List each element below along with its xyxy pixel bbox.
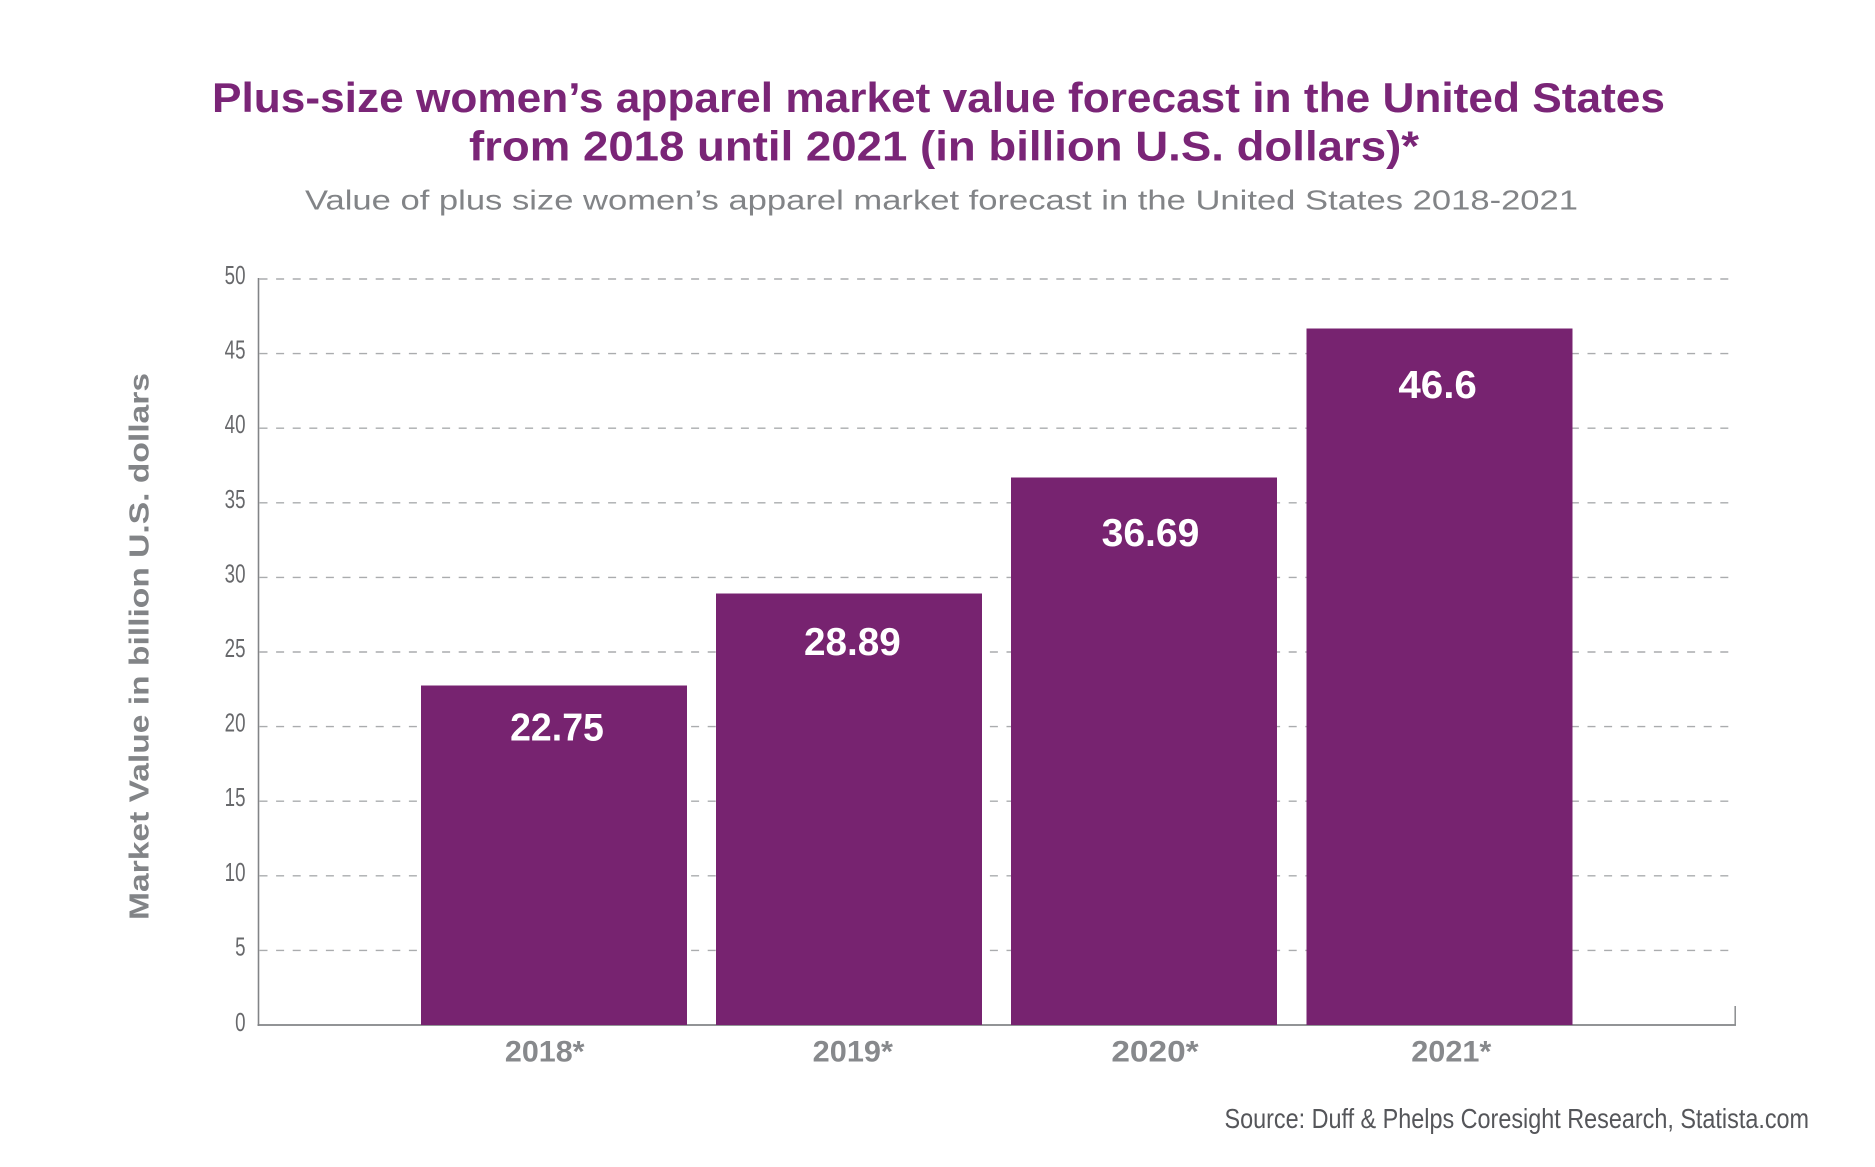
svg-text:Value of plus size women’s app: Value of plus size women’s apparel marke…	[305, 185, 1578, 216]
svg-text:0: 0	[235, 1007, 245, 1037]
svg-text:36.69: 36.69	[1102, 512, 1200, 555]
svg-text:40: 40	[225, 409, 246, 439]
svg-text:45: 45	[225, 334, 246, 364]
svg-text:Source: Duff & Phelps Coresigh: Source: Duff & Phelps Coresight Research…	[1225, 1103, 1810, 1134]
svg-text:10: 10	[225, 857, 246, 887]
svg-text:2019*: 2019*	[813, 1036, 894, 1069]
svg-text:30: 30	[225, 558, 246, 588]
svg-text:5: 5	[235, 931, 245, 961]
svg-text:25: 25	[225, 633, 246, 663]
svg-text:Market Value in billion U.S. d: Market Value in billion U.S. dollars	[124, 373, 155, 920]
svg-text:Plus-size women’s apparel mark: Plus-size women’s apparel market value f…	[212, 74, 1665, 121]
svg-text:15: 15	[225, 782, 246, 812]
svg-text:50: 50	[225, 260, 246, 290]
svg-text:2021*: 2021*	[1411, 1036, 1491, 1069]
svg-text:2020*: 2020*	[1111, 1036, 1199, 1069]
svg-text:from 2018 until 2021 (in billi: from 2018 until 2021 (in billion U.S. do…	[469, 123, 1420, 170]
svg-text:35: 35	[225, 484, 246, 514]
svg-text:20: 20	[225, 707, 246, 737]
svg-text:2018*: 2018*	[505, 1036, 585, 1069]
svg-text:46.6: 46.6	[1398, 364, 1477, 407]
svg-text:28.89: 28.89	[804, 621, 901, 664]
svg-text:22.75: 22.75	[510, 707, 604, 750]
